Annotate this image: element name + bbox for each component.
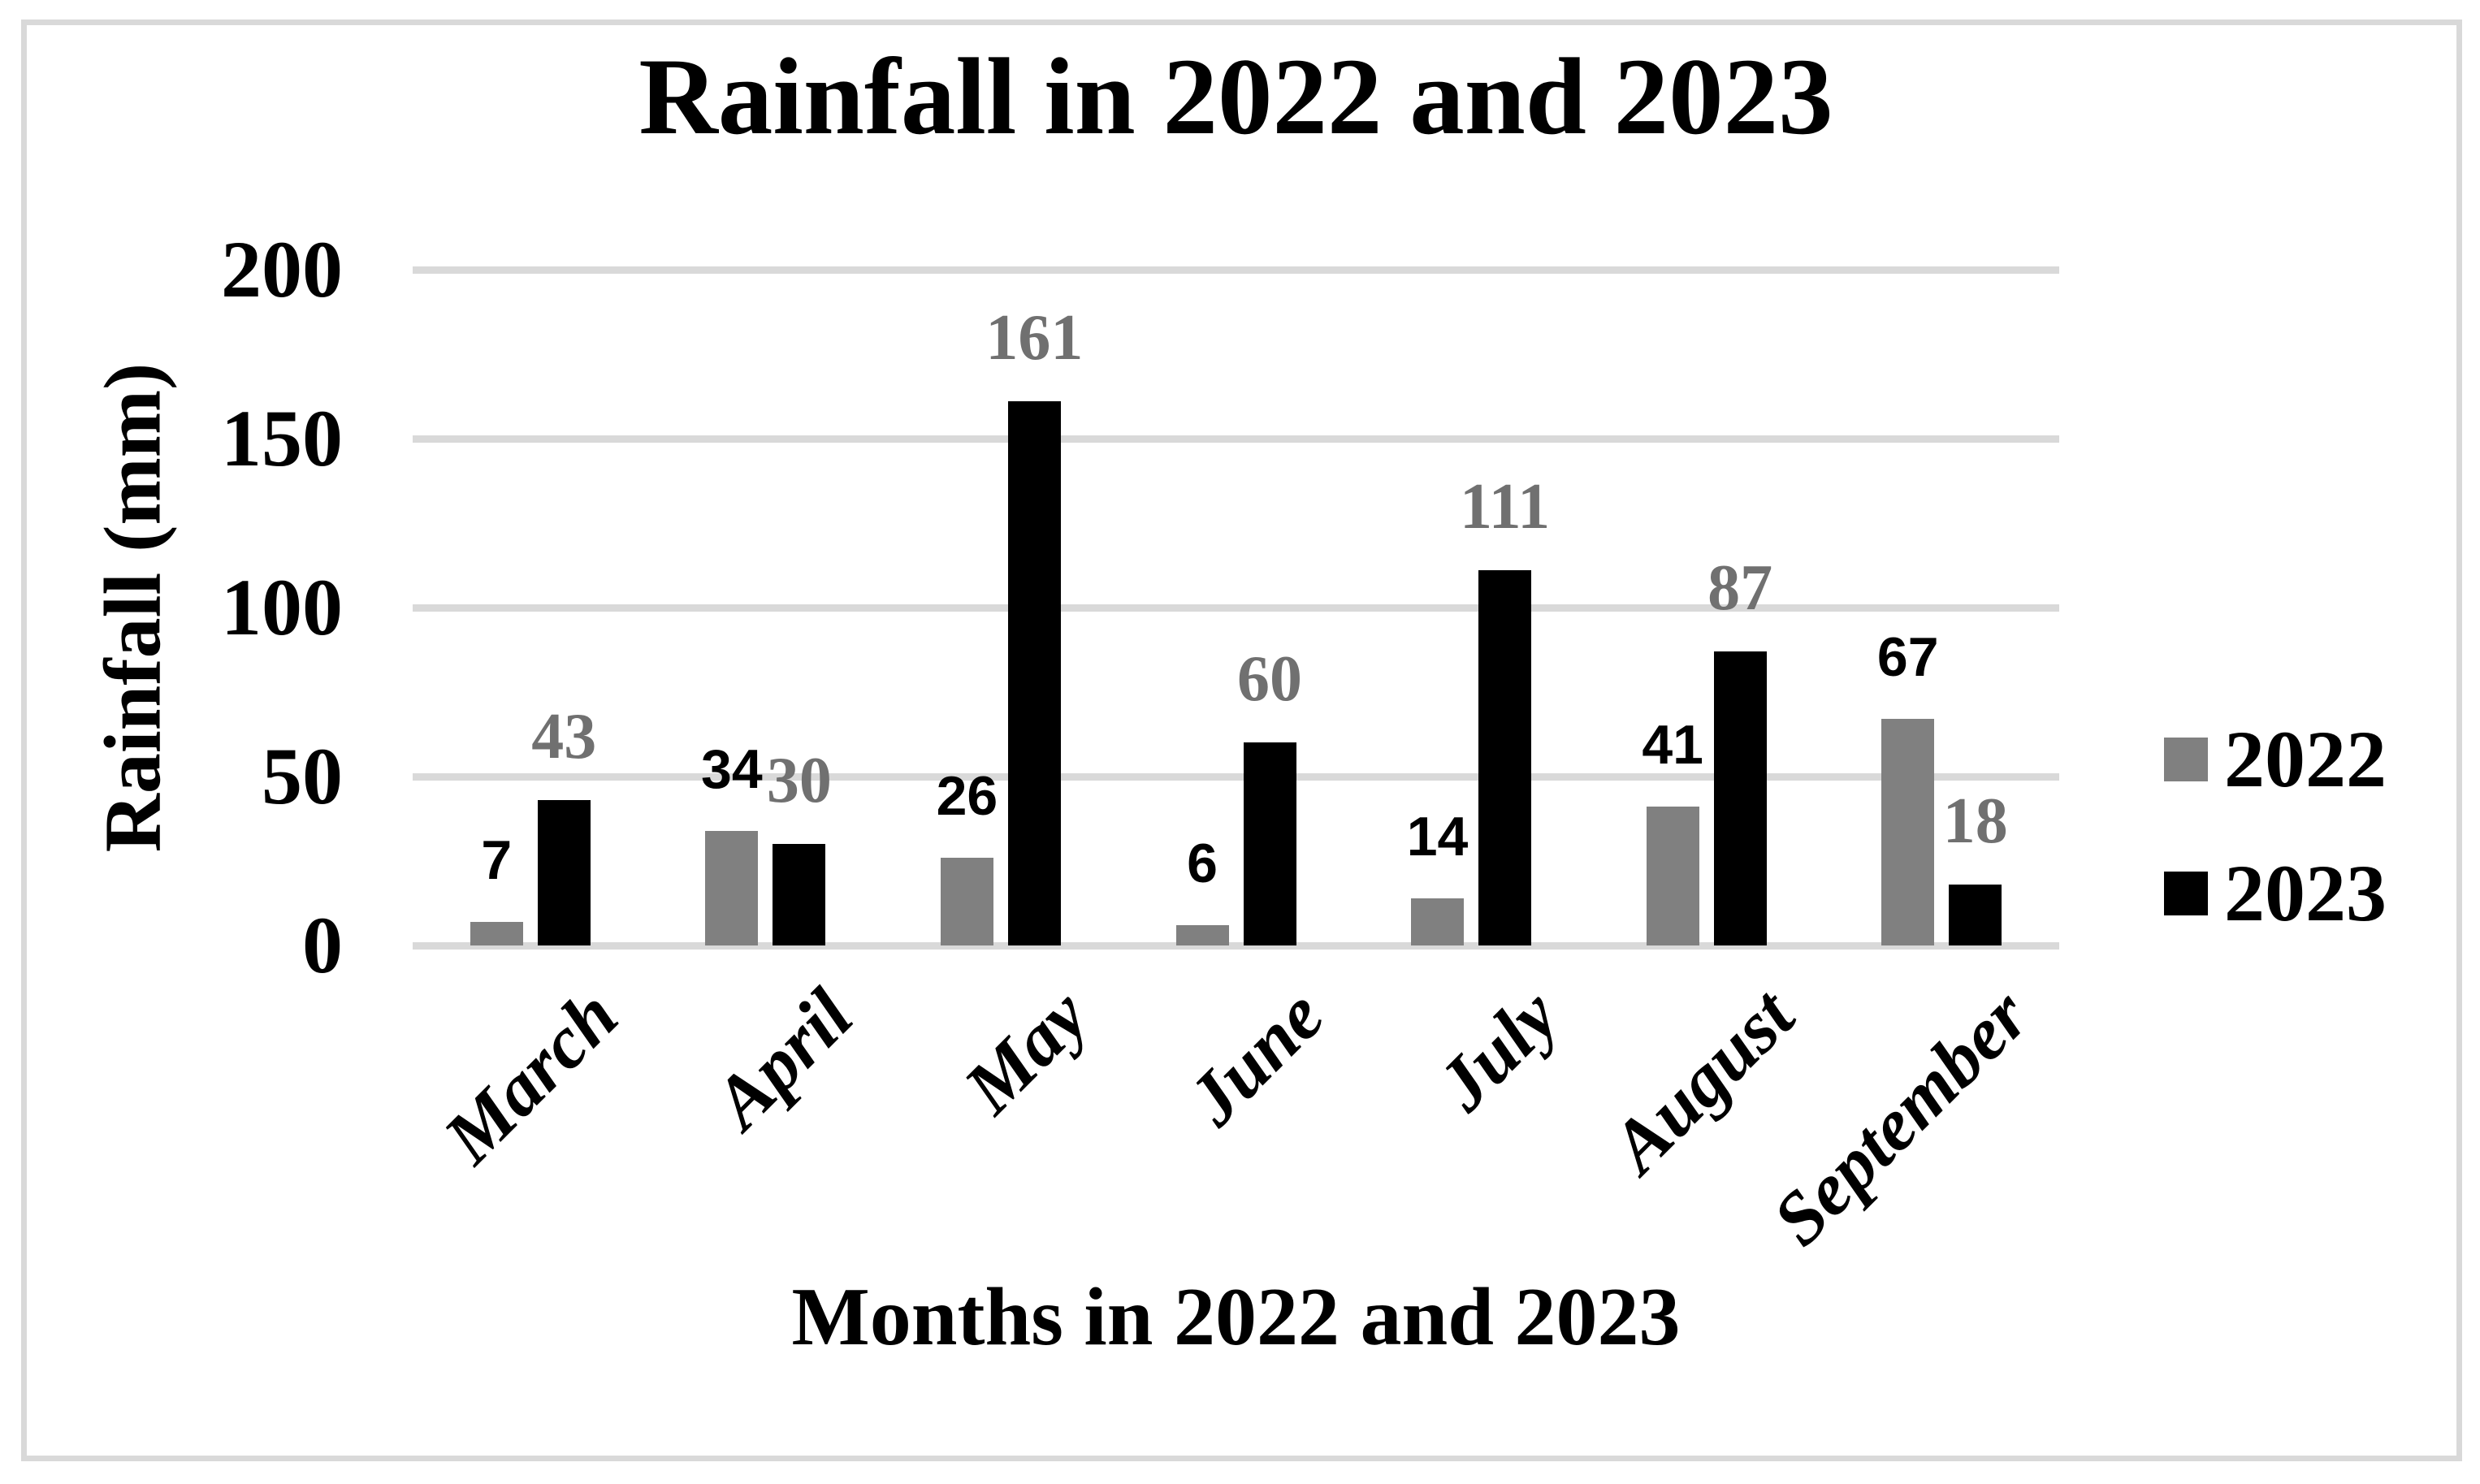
legend-swatch-2023: [2164, 872, 2208, 915]
bar-2023-march: [537, 800, 591, 945]
bar-2022-april: [705, 830, 759, 945]
gridline-150: [413, 435, 2059, 443]
y-tick-label-100: 100: [221, 562, 343, 652]
bar-label-2022-april: 34: [701, 738, 763, 800]
legend-item-2022: 2022: [2164, 715, 2387, 804]
gridline-200: [413, 266, 2059, 274]
bar-2023-april: [773, 844, 826, 945]
bar-group-april: 34 30: [701, 270, 832, 945]
bar-2022-july: [1411, 898, 1465, 945]
bar-label-2022-august: 41: [1642, 714, 1703, 777]
bar-label-2023-september: 18: [1942, 785, 2008, 858]
bar-label-2023-april: 30: [766, 745, 832, 817]
chart-frame: [21, 19, 2462, 1461]
bar-label-2023-june: 60: [1237, 643, 1302, 716]
bar-2022-may: [940, 857, 993, 945]
legend-label-2023: 2023: [2224, 848, 2387, 938]
bar-group-may: 26 161: [937, 270, 1083, 945]
gridline-100: [413, 604, 2059, 612]
gridline-0: [413, 941, 2059, 950]
y-tick-label-50: 50: [262, 731, 343, 821]
bar-2023-september: [1949, 885, 2002, 945]
bar-2022-september: [1881, 719, 1935, 945]
bar-group-september: 67 18: [1877, 270, 2008, 945]
bar-2023-august: [1713, 651, 1767, 945]
y-tick-label-150: 150: [221, 393, 343, 483]
legend-item-2023: 2023: [2164, 849, 2387, 938]
bar-label-2022-september: 67: [1876, 626, 1939, 689]
y-tick-label-0: 0: [302, 900, 343, 990]
bar-2022-june: [1175, 925, 1229, 945]
bar-2023-june: [1243, 742, 1296, 945]
bar-2022-march: [470, 921, 523, 945]
bar-group-july: 14 111: [1407, 270, 1550, 945]
y-tick-label-200: 200: [221, 224, 343, 314]
bar-label-2022-july: 14: [1406, 805, 1469, 867]
chart-title: Rainfall in 2022 and 2023: [638, 37, 1833, 158]
bar-label-2023-march: 43: [531, 701, 597, 773]
bar-group-march: 7 43: [470, 270, 596, 945]
legend-swatch-2022: [2164, 738, 2208, 781]
bar-label-2023-july: 111: [1459, 471, 1551, 543]
bar-2022-august: [1646, 807, 1699, 945]
bar-label-2023-august: 87: [1707, 552, 1773, 625]
bar-label-2022-march: 7: [481, 829, 513, 891]
gridline-50: [413, 772, 2059, 781]
bar-label-2022-june: 6: [1187, 833, 1218, 895]
bar-label-2022-may: 26: [936, 764, 998, 827]
bar-label-2023-may: 161: [985, 302, 1084, 374]
bar-2023-may: [1007, 401, 1061, 945]
legend-label-2022: 2022: [2224, 714, 2387, 804]
bar-group-june: 6 60: [1175, 270, 1302, 945]
bar-2023-july: [1478, 570, 1532, 945]
x-axis-title: Months in 2022 and 2023: [791, 1271, 1681, 1363]
bar-group-august: 41 87: [1642, 270, 1772, 945]
plot-area: 7 43 34 30 26 161 6 60 14 111 41 87 67 18: [413, 266, 2059, 950]
